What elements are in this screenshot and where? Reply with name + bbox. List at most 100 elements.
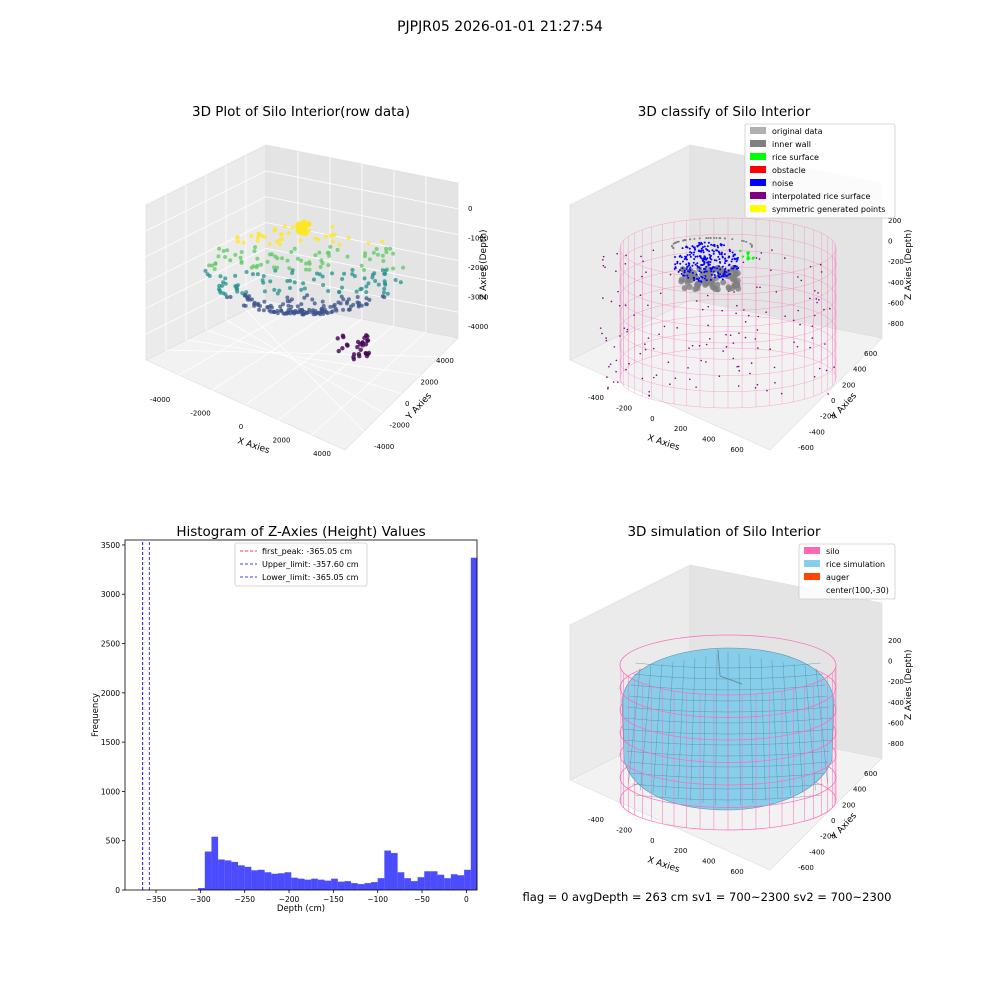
noise-point [728,248,731,251]
noise-point [694,263,697,266]
scatter-point [321,282,326,287]
scatter-point [234,287,239,292]
scatter-point [286,303,291,308]
scatter-point [256,235,261,240]
scatter-point [285,295,290,300]
interpolated-point [759,286,761,289]
noise-point [727,256,730,259]
histogram-bar [271,873,278,890]
noise-point [710,273,713,276]
scatter-point [250,272,255,277]
interpolated-point [735,312,737,315]
noise-point [705,279,708,282]
noise-point [705,265,708,268]
inner-wall-point [678,278,685,285]
noise-point [712,250,715,253]
noise-point [695,273,698,276]
histogram-bars [198,557,478,890]
interpolated-point [652,376,655,379]
x-tick-label: −200 [279,895,300,904]
noise-point [704,275,707,278]
scatter-point [203,268,208,273]
scatter-point [345,254,350,259]
interpolated-point [615,359,618,362]
scatter-point [210,263,215,268]
panel4-silo-mesh-front [619,664,837,831]
wall-point [742,240,745,243]
scatter-point [334,308,339,313]
noise-point [709,267,712,270]
histogram-bar [444,878,451,890]
grid-line [165,349,440,358]
scatter-point [364,290,369,295]
noise-point [704,257,707,260]
scatter-point [307,228,312,233]
interpolated-point [701,308,704,311]
interpolated-point [733,291,735,293]
noise-point [687,264,690,267]
surface-grid-line [738,653,741,806]
p1-y-tick-label: 2000 [421,379,439,387]
interpolated-point [737,365,740,368]
scatter-point [255,256,260,261]
noise-point [732,254,735,257]
noise-point [707,264,710,267]
interpolated-point [722,350,725,352]
p4-x-tick-label: 200 [674,847,687,855]
interpolated-point [769,348,772,350]
interpolated-point [695,300,698,302]
scatter-point [363,251,368,256]
scatter-point [398,280,403,285]
p4-x-tick-label: -200 [616,826,632,834]
p4-y-tick-label: 400 [853,786,866,794]
scatter-point [385,291,390,296]
interpolated-point [624,304,627,306]
noise-point [710,243,713,246]
p1-z-tick-label: -1000 [468,235,488,243]
scatter-point [350,272,355,277]
noise-point [713,273,716,276]
noise-point [686,253,689,256]
interpolated-point [688,347,690,349]
inner-wall-point [681,285,688,292]
histogram-bar [410,881,418,890]
scatter-point [290,225,295,230]
p2-z-tick-label: 200 [888,217,901,225]
interpolated-point [811,337,814,339]
scatter-point [348,304,353,309]
y-tick-label: 3500 [101,541,120,550]
p1-x-tick-label: -4000 [150,396,170,404]
scatter-point [228,294,233,299]
interpolated-point [689,378,691,381]
scatter-point [330,239,335,244]
scatter-point [249,297,254,302]
noise-point [715,249,718,252]
legend-label: noise [772,179,793,188]
panel-histogram: Histogram of Z-Axies (Height) Values −35… [91,524,478,914]
surface-grid-line [665,661,674,796]
scatter-point [282,224,287,229]
noise-point [685,245,688,248]
scatter-point [337,289,342,294]
scatter-point [216,254,221,259]
interpolated-point [641,275,643,278]
scatter-point [261,280,266,285]
panel1-title: 3D Plot of Silo Interior(row data) [192,104,410,120]
scatter-point [376,282,381,287]
interpolated-point [737,385,740,387]
scatter-point [363,351,368,356]
scatter-point [331,304,336,309]
y-tick-label: 2500 [101,640,120,649]
interpolated-point [609,363,612,365]
interpolated-point [640,255,642,258]
scatter-point [223,276,228,281]
scatter-point [252,300,257,305]
surface-grid-line [749,655,754,804]
surface-grid-line [793,663,804,794]
inner-wall-point [688,277,695,284]
surface-grid-line [702,655,707,804]
interpolated-point [641,377,644,380]
scatter-point [292,246,297,251]
noise-point [689,255,692,258]
scatter-point [317,272,322,277]
